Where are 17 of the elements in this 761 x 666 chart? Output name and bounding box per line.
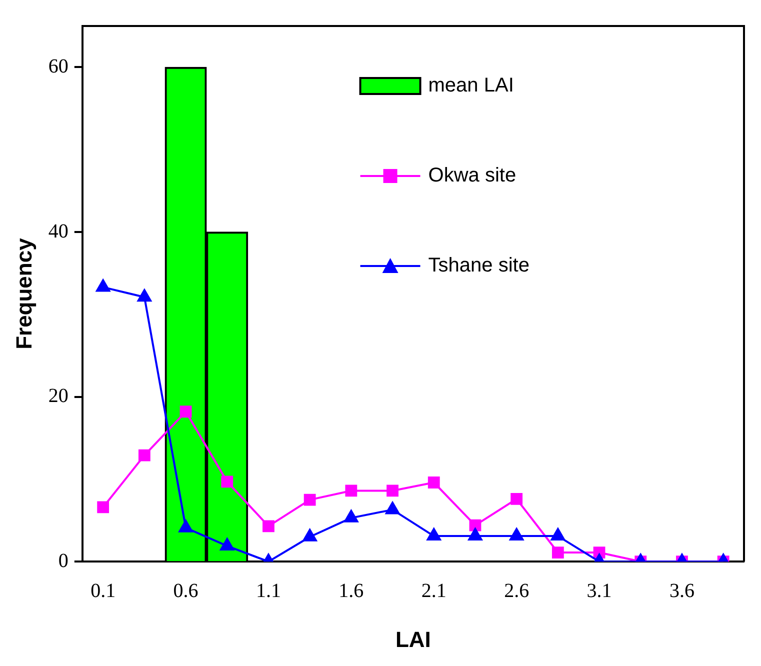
legend-label: Tshane site xyxy=(428,254,530,277)
x-axis-title: LAI xyxy=(395,626,431,652)
x-tick-label: 0.1 xyxy=(90,580,116,602)
x-tick-label: 2.6 xyxy=(504,580,530,602)
x-tick-label: 2.1 xyxy=(421,580,446,602)
legend-label: mean LAI xyxy=(428,74,514,97)
x-tick-label: 3.1 xyxy=(586,580,612,602)
x-tick-label: 3.6 xyxy=(669,580,694,602)
x-tick-label: 1.6 xyxy=(338,580,364,602)
y-axis-title: Frequency xyxy=(11,237,36,350)
legend-label: Okwa site xyxy=(428,164,516,187)
x-tick-label: 1.1 xyxy=(256,580,281,602)
y-tick-label: 60 xyxy=(48,55,68,78)
y-tick-label: 40 xyxy=(48,220,68,242)
y-tick-label: 20 xyxy=(48,385,68,408)
y-tick-label: 0 xyxy=(58,550,68,572)
x-tick-label: 0.6 xyxy=(173,580,198,602)
